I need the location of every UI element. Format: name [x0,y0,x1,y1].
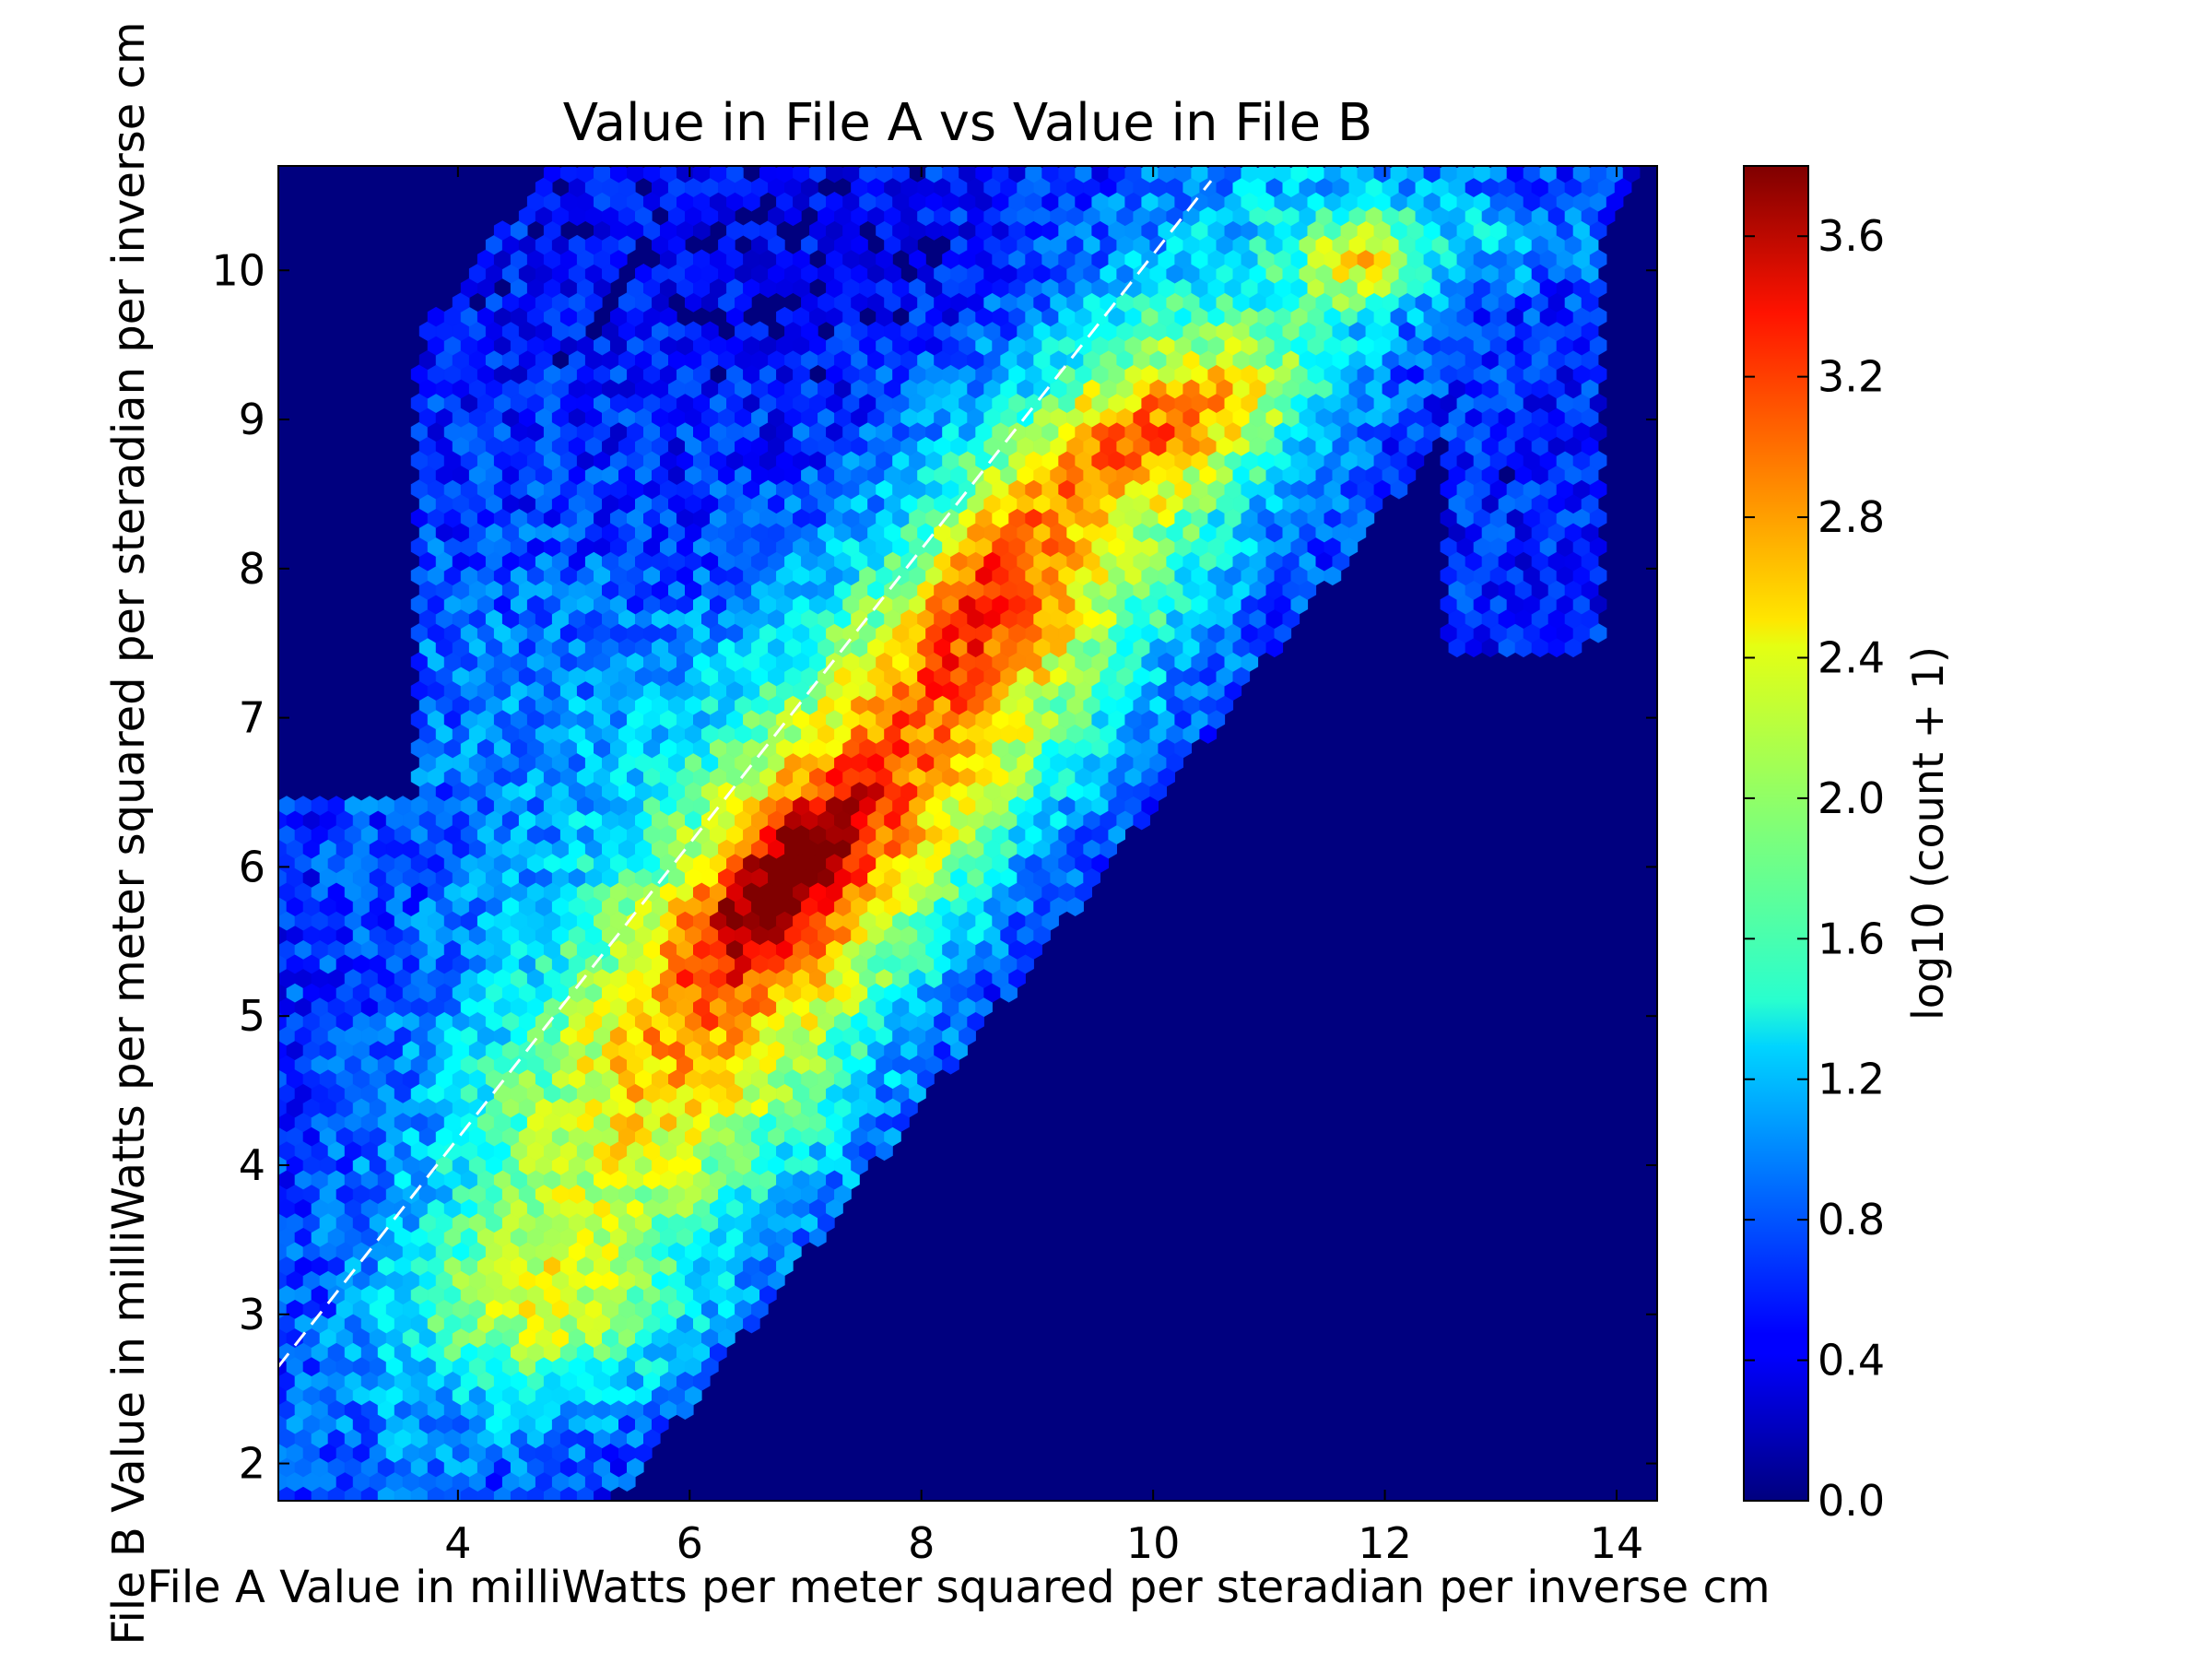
y-tick-label: 4 [239,1140,265,1190]
y-tick-label: 5 [239,991,265,1041]
y-tick-label: 10 [211,245,265,295]
x-axis-label: File A Value in milliWatts per meter squ… [147,1562,1770,1613]
y-axis-label: File B Value in milliWatts per meter squ… [103,21,155,1645]
colorbar-tick-label: 0.4 [1818,1336,1885,1386]
y-tick-label: 8 [239,544,265,594]
colorbar-tick-label: 2.8 [1818,492,1885,542]
colorbar-tick-label: 2.4 [1818,632,1885,682]
colorbar-tick-label: 3.2 [1818,352,1885,402]
y-tick-label: 6 [239,842,265,891]
colorbar-tick-label: 3.6 [1818,211,1885,261]
y-tick-label: 7 [239,693,265,743]
y-tick-label: 2 [239,1439,265,1489]
colorbar-tick-label: 0.0 [1818,1476,1885,1526]
colorbar-tick-label: 0.8 [1818,1195,1885,1244]
colorbar-tick-label: 1.2 [1818,1055,1885,1104]
hexbin-cells [278,166,1641,1501]
x-tick-label: 12 [1358,1518,1412,1568]
colorbar [1743,165,1809,1502]
x-tick-label: 6 [677,1518,703,1568]
x-tick-label: 8 [908,1518,935,1568]
colorbar-label: log10 (count + 1) [1903,646,1953,1020]
x-tick-label: 4 [444,1518,471,1568]
y-tick-label: 3 [239,1290,265,1339]
y-tick-label: 9 [239,395,265,444]
x-tick-label: 14 [1590,1518,1644,1568]
x-tick-label: 10 [1126,1518,1181,1568]
chart-title: Value in File A vs Value in File B [563,93,1373,153]
colorbar-tick-label: 1.6 [1818,914,1885,963]
colorbar-tick-label: 2.0 [1818,773,1885,823]
